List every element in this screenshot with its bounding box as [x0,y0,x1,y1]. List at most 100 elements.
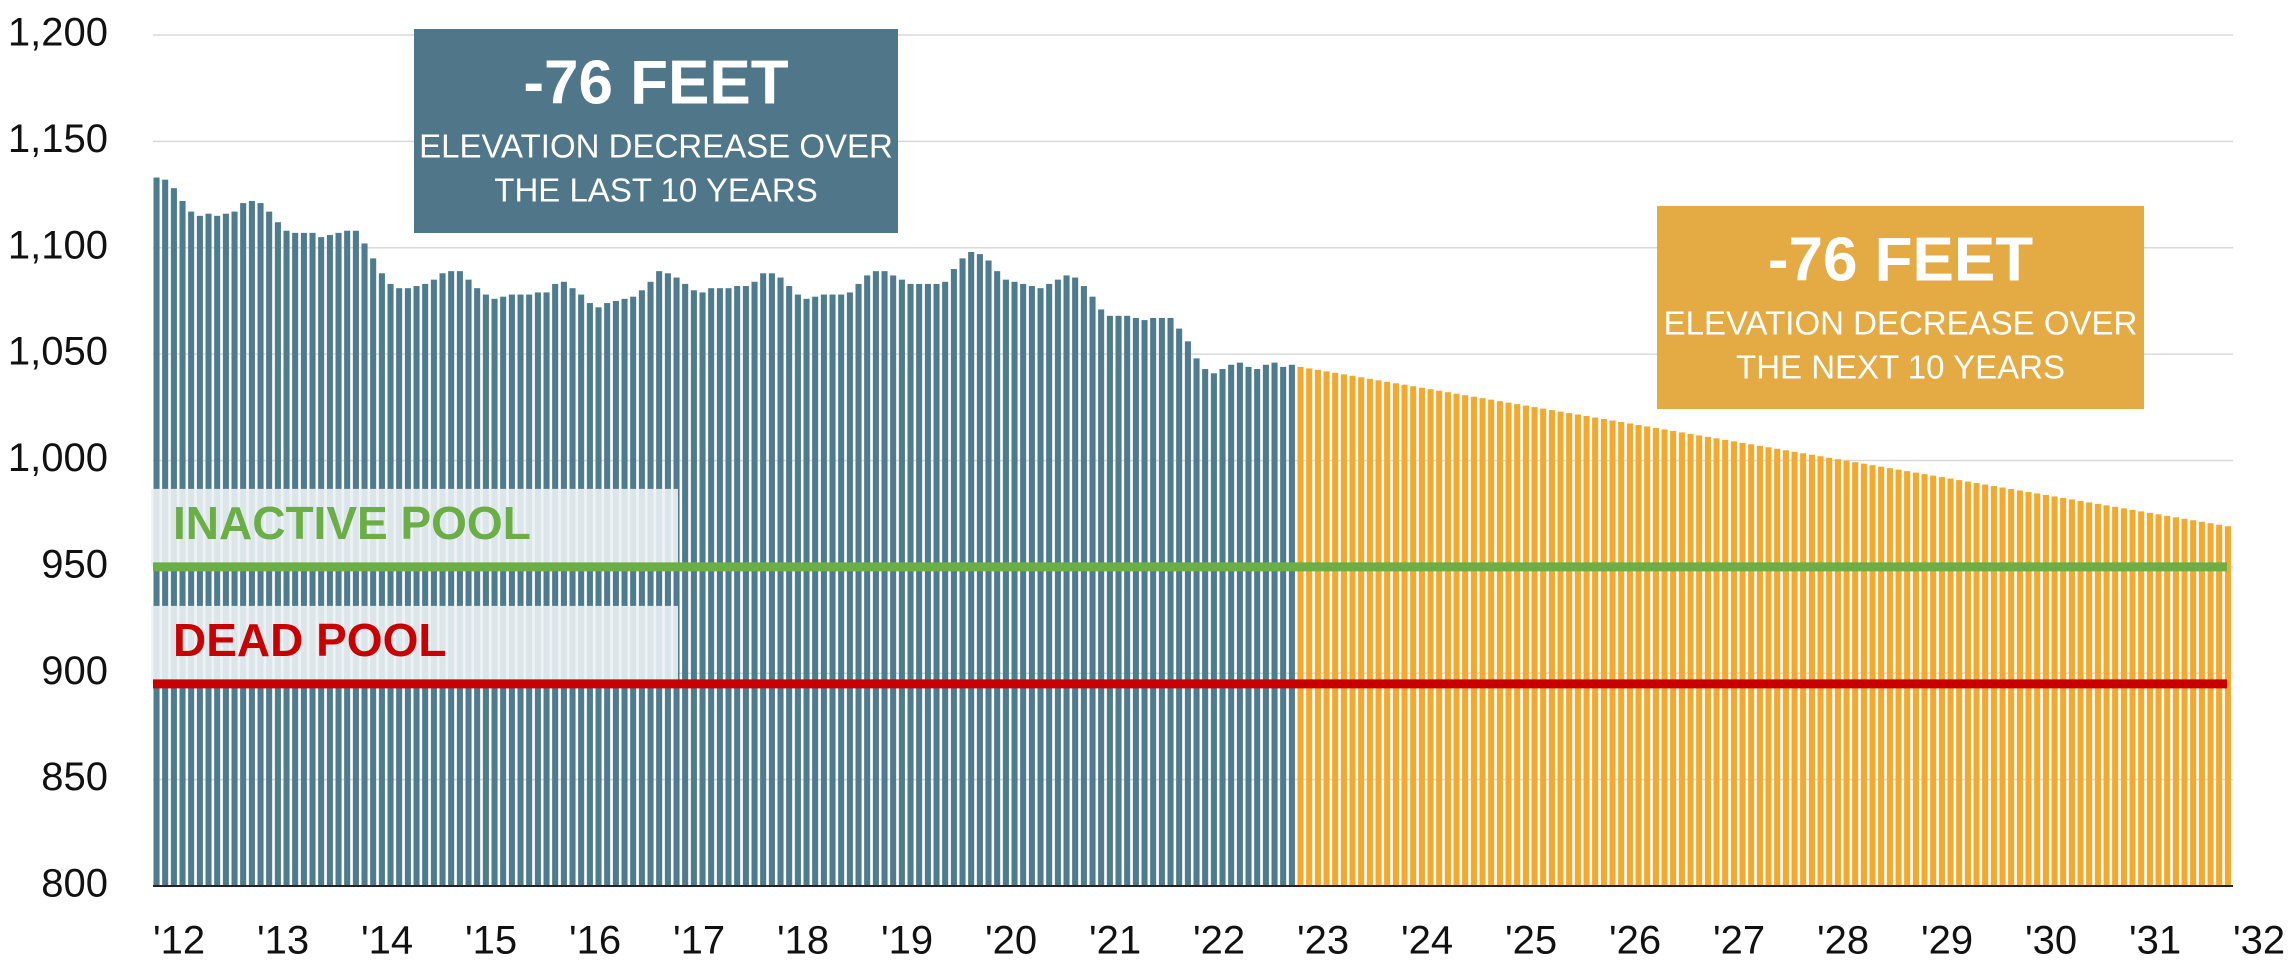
bar [2146,512,2153,886]
bar [760,273,767,886]
bar [1314,369,1321,886]
bar [595,307,602,886]
y-tick-label: 900 [41,649,108,693]
bar [812,296,819,886]
bar [387,283,394,887]
bar [1600,419,1607,886]
x-tick-label: '12 [153,919,205,963]
bar [1592,417,1599,886]
bar [1332,372,1339,886]
bar [1063,275,1070,887]
y-tick-label: 1,200 [8,11,108,55]
bar [708,288,715,886]
bar [430,279,437,887]
bar [474,288,481,886]
bar [1479,398,1486,886]
bar [1124,315,1131,887]
bar [1626,423,1633,886]
bar [1262,364,1269,886]
bar [1392,383,1399,886]
bar [1696,435,1703,886]
x-tick-label: '15 [465,919,517,963]
bar [534,292,541,886]
bar [612,300,619,886]
y-tick-label: 800 [41,862,108,906]
bar [630,296,637,886]
bar [829,294,836,886]
bar [422,283,429,887]
bar [517,294,524,886]
bar [1644,426,1651,886]
bar [569,288,576,886]
bar [1427,389,1434,886]
x-tick-label: '30 [2025,919,2077,963]
annotation-text: THE LAST 10 YEARS [494,172,817,209]
bar [872,271,879,887]
annotation-box [1657,206,2144,409]
bar [1730,441,1737,886]
bar [1011,281,1018,886]
bar [1869,465,1876,886]
bar [1574,414,1581,886]
bar [621,298,628,886]
bar [664,273,671,886]
x-tick-label: '22 [1193,919,1245,963]
bar [2025,491,2032,886]
bar [1054,279,1061,887]
bar [2034,493,2041,886]
bar [1115,315,1122,887]
bar [1132,317,1139,886]
bar [768,273,775,886]
bar [1418,387,1425,886]
bar [1826,457,1833,886]
bar [916,283,923,887]
bar [2068,499,2075,886]
y-tick-label: 950 [41,542,108,586]
bar [864,275,871,887]
bar [1470,396,1477,886]
bar [1349,375,1356,886]
bar [1080,286,1087,886]
bar [2094,503,2101,886]
x-tick-label: '21 [1089,919,1141,963]
bar [1540,408,1547,886]
x-tick-label: '32 [2233,919,2285,963]
bar [751,281,758,886]
bar [959,258,966,886]
bar [682,283,689,887]
bar [482,294,489,886]
x-tick-label: '16 [569,919,621,963]
bar [1020,283,1027,887]
bar [1375,380,1382,886]
bar [1072,277,1079,886]
bar [1184,341,1191,886]
bar [1566,413,1573,886]
bar [1141,320,1148,887]
bar [716,288,723,886]
bar [1748,444,1755,886]
pool-label: DEAD POOL [173,614,446,666]
bar [1306,368,1313,886]
bar [2224,526,2231,886]
bar [1912,472,1919,886]
bar [1176,328,1183,887]
bar [1089,296,1096,886]
bar [1046,283,1053,887]
bar [742,286,749,886]
annotation-text: THE NEXT 10 YEARS [1736,349,2065,386]
bar [2129,509,2136,886]
x-tick-label: '26 [1609,919,1661,963]
bar [1904,471,1911,886]
bar [1704,436,1711,886]
bar [985,260,992,886]
bar [2138,511,2145,886]
bar [1661,429,1668,886]
bar [1401,384,1408,886]
bar [699,292,706,886]
bar [1843,460,1850,886]
bar [1488,399,1495,886]
x-tick-label: '17 [673,919,725,963]
bar [1583,416,1590,886]
bar [465,279,472,887]
